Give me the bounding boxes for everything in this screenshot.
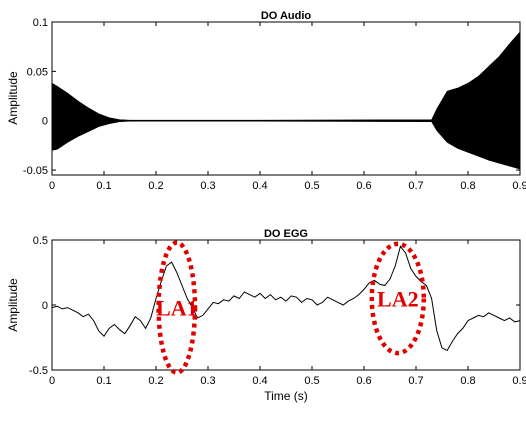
egg-axes: 0 0.1 0.2 0.3 0.4 0.5 0.6 0.7 0.8 0.9-0.500.5 LA1… (6, 228, 526, 403)
annotation-label: LA2 (377, 287, 419, 312)
xtick-label: 0.1 (96, 375, 111, 387)
egg-ylabel: Amplitude (6, 278, 20, 332)
audio-ticks: 0 0.1 0.2 0.3 0.4 0.5 0.6 0.7 0.8 0.9-0.0500.050.… (23, 17, 526, 192)
xtick-label: 0.6 (356, 375, 371, 387)
xtick-label: 0.3 (200, 180, 215, 192)
xtick-label: 0.4 (252, 180, 267, 192)
annotation-label: LA1 (156, 296, 198, 321)
xtick-label: 0.4 (252, 375, 267, 387)
egg-annotations: LA1 LA2 (156, 240, 427, 375)
ytick-label: 0.05 (27, 66, 48, 78)
xtick-label: 0.8 (460, 180, 475, 192)
audio-ylabel: Amplitude (6, 71, 20, 125)
ytick-label: -0.5 (29, 365, 48, 377)
ytick-label: 0.5 (33, 235, 48, 247)
annotation-ellipse (156, 240, 198, 375)
audio-title: DO Audio (261, 10, 312, 22)
xtick-label: 0.3 (200, 375, 215, 387)
xtick-label: 0 (49, 180, 55, 192)
xtick-label: 0.6 (356, 180, 371, 192)
audio-axes: 0 0.1 0.2 0.3 0.4 0.5 0.6 0.7 0.8 0.9-0.0500.050.… (6, 10, 526, 192)
egg-series-line (51, 245, 521, 352)
xtick-label: 0.2 (148, 180, 163, 192)
xtick-label: 0.5 (304, 180, 319, 192)
egg-xlabel: Time (s) (264, 389, 308, 403)
xtick-label: 0.2 (148, 375, 163, 387)
ytick-label: -0.05 (23, 165, 48, 177)
egg-ticks: 0 0.1 0.2 0.3 0.4 0.5 0.6 0.7 0.8 0.9-0.500.5 (29, 235, 526, 387)
egg-title: DO EGG (264, 228, 308, 240)
ytick-label: 0 (42, 300, 48, 312)
xtick-label: 0 (49, 375, 55, 387)
xtick-label: 0.9 (512, 375, 526, 387)
xtick-label: 0.1 (96, 180, 111, 192)
ytick-label: 0.1 (33, 17, 48, 29)
audio-waveform (51, 31, 521, 170)
egg-plot-area (51, 239, 521, 371)
xtick-label: 0.8 (460, 375, 475, 387)
xtick-label: 0.5 (304, 375, 319, 387)
xtick-label: 0.9 (512, 180, 526, 192)
xtick-label: 0.7 (408, 375, 423, 387)
annotation-ellipse (369, 241, 427, 356)
ytick-label: 0 (42, 116, 48, 128)
audio-plot-area (51, 21, 521, 176)
xtick-label: 0.7 (408, 180, 423, 192)
